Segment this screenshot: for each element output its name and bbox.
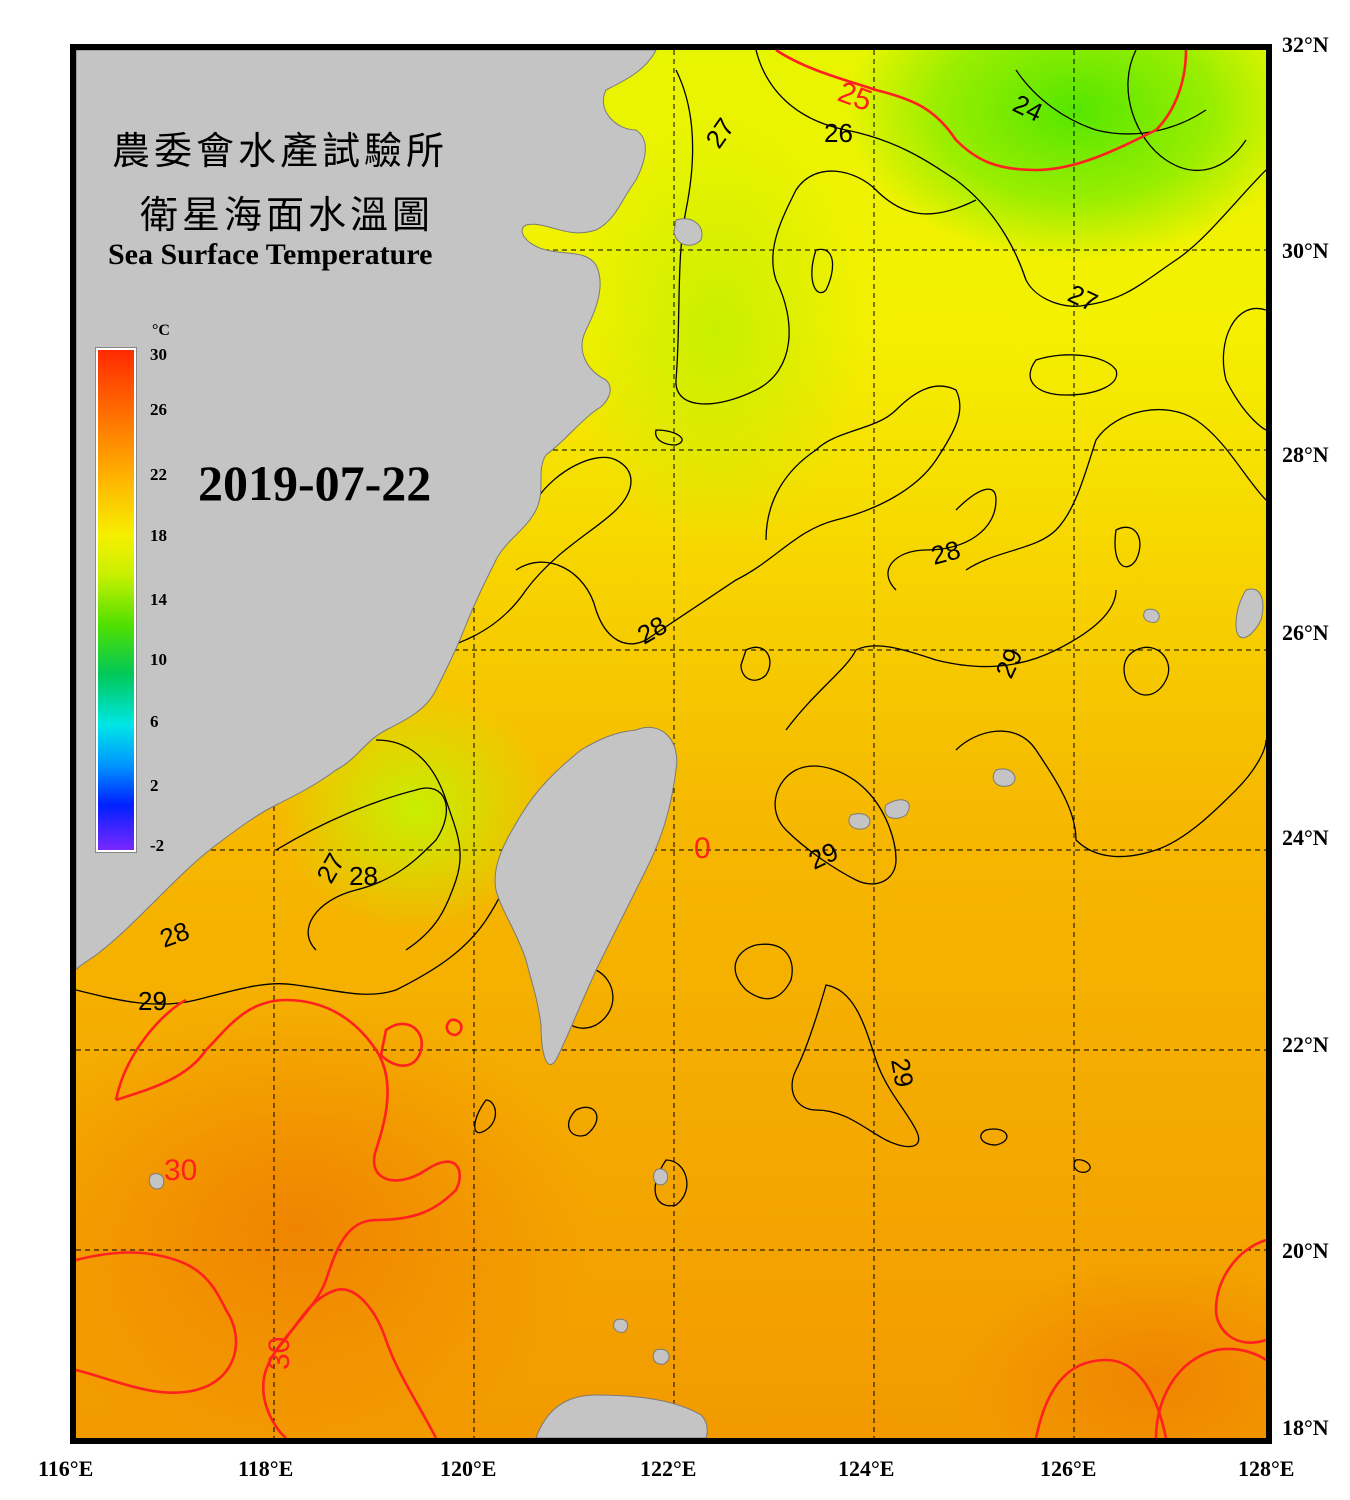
cool-coast-patch [566, 110, 866, 550]
island-okinawa [1235, 588, 1264, 638]
lon-label: 118°E [238, 1456, 294, 1481]
lat-label: 20°N [1282, 1238, 1329, 1263]
colorbar-tick: 10 [150, 650, 167, 669]
warm-water-patch-sw [76, 1000, 596, 1438]
isotherms-hot [76, 50, 1266, 1438]
title-chinese-agency: 農委會水產試驗所 [112, 129, 449, 173]
isotherms [76, 50, 1266, 1207]
sst-map-canvas: 25 24 26 27 27 28 28 29 29 29 27 28 28 2… [76, 50, 1266, 1438]
title-english: Sea Surface Temperature [108, 238, 433, 271]
lat-label: 32°N [1282, 32, 1329, 57]
island-ryukyu-1 [848, 813, 871, 830]
lat-label: 28°N [1282, 442, 1329, 467]
lon-label: 120°E [440, 1456, 497, 1481]
island-zhoushan [673, 218, 703, 246]
warm-water-patch-se [956, 1260, 1266, 1438]
island-small-4 [613, 1318, 629, 1333]
map-date: 2019-07-22 [198, 455, 432, 511]
island-small-5 [148, 1173, 165, 1190]
island-small-1 [1143, 608, 1160, 623]
luzon-north [535, 1394, 708, 1438]
lon-label: 126°E [1040, 1456, 1097, 1481]
contour-label: 28 [349, 861, 378, 891]
colorbar-unit: °C [152, 322, 170, 339]
land-areas [76, 50, 1264, 1438]
cool-water-patch [846, 50, 1266, 260]
contour-label: 26 [824, 118, 853, 148]
island-small-2 [653, 1168, 669, 1186]
contour-label: 29 [885, 1056, 920, 1090]
lat-label: 24°N [1282, 825, 1329, 850]
contour-label: 0 [694, 832, 711, 865]
contour-label: 29 [138, 986, 167, 1016]
lat-label: 26°N [1282, 620, 1329, 645]
contour-label: 30 [164, 1154, 197, 1187]
lon-label: 116°E [38, 1456, 94, 1481]
china-mainland [76, 50, 657, 971]
colorbar-tick: 26 [150, 400, 167, 419]
colorbar-tick: 30 [150, 345, 167, 364]
colorbar [95, 347, 137, 853]
sst-map[interactable]: 25 24 26 27 27 28 28 29 29 29 27 28 28 2… [70, 44, 1272, 1444]
colorbar-tick: 18 [150, 526, 167, 545]
lon-label: 128°E [1238, 1456, 1295, 1481]
lat-label: 22°N [1282, 1032, 1329, 1057]
lon-label: 124°E [838, 1456, 895, 1481]
colorbar-tick: 14 [150, 590, 167, 609]
taiwan-island [494, 726, 678, 1066]
contour-label: 30 [263, 1337, 296, 1370]
island-ryukyu-2 [884, 799, 910, 819]
lat-label: 30°N [1282, 238, 1329, 263]
colorbar-tick: -2 [150, 836, 165, 855]
island-ryukyu-3 [992, 768, 1016, 787]
colorbar-tick: 2 [150, 776, 159, 795]
lat-label: 18°N [1282, 1415, 1329, 1440]
colorbar-tick: 22 [150, 465, 167, 484]
colorbar-tick: 6 [150, 712, 159, 731]
title-chinese-map: 衛星海面水溫圖 [140, 193, 435, 237]
island-small-3 [652, 1348, 670, 1365]
lon-label: 122°E [640, 1456, 697, 1481]
